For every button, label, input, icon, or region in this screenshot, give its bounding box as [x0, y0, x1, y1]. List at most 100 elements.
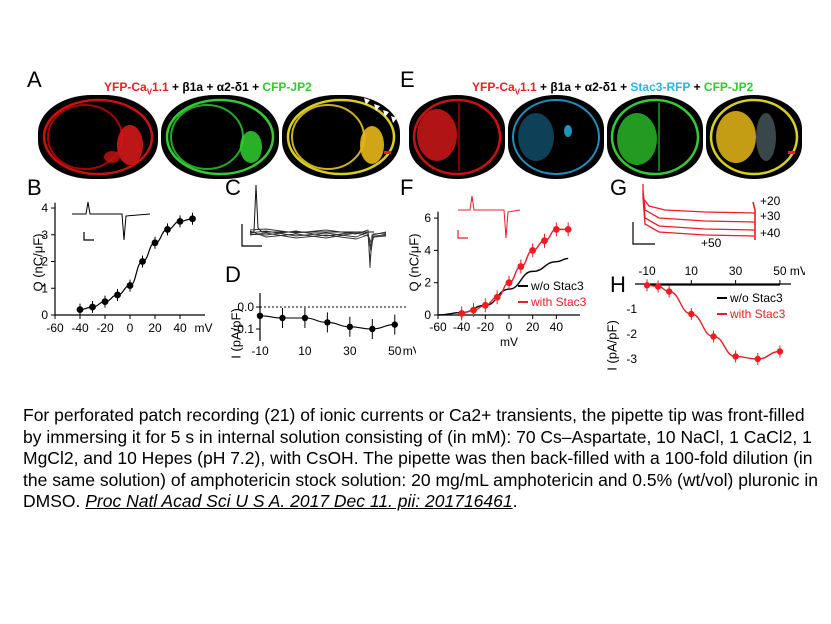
panel-h-chart: -10 10 30 50 mV -1 -2 -3 w/o Stac3 with Stac3	[626, 264, 805, 366]
data-point	[643, 282, 651, 289]
panel-a-title-subunits: + β1a + α2-δ1 +	[168, 80, 263, 94]
fit-curve	[79, 218, 193, 311]
data-point	[89, 303, 96, 311]
data-point	[505, 279, 513, 287]
data-point	[369, 325, 376, 333]
x-tick-label: -20	[96, 321, 114, 335]
x-tick-label: -60	[429, 320, 447, 334]
x-tick-label: 50	[388, 344, 402, 358]
micrograph-a-red	[38, 95, 158, 179]
data-point	[346, 323, 354, 330]
x-unit-label: mV	[790, 264, 805, 278]
trace-label-30: +30	[760, 209, 781, 223]
data-point	[481, 301, 489, 309]
panel-label-a: A	[27, 67, 42, 92]
data-point	[458, 309, 466, 317]
data-point	[776, 348, 784, 355]
x-tick-label: 20	[526, 320, 540, 334]
data-point	[564, 225, 572, 233]
x-tick-label: -10	[251, 344, 269, 358]
x-tick-label: -20	[477, 320, 495, 334]
data-point	[76, 306, 84, 314]
legend-label-with-stac3: with Stac3	[530, 295, 587, 309]
data-point	[688, 310, 695, 318]
y-tick-label: -2	[626, 327, 637, 341]
data-point	[256, 312, 264, 319]
panel-g-traces: +20 +30 +40 +50	[632, 184, 781, 250]
x-tick-label: -10	[638, 264, 656, 278]
y-tick-label: -0.1	[233, 322, 254, 336]
data-point	[517, 263, 525, 270]
micrograph-e-red-svg	[412, 98, 502, 176]
micrograph-e-merge	[706, 95, 802, 179]
data-point	[101, 298, 109, 306]
trace-label-40: +40	[760, 226, 781, 240]
y-tick-label: -1	[626, 302, 637, 316]
x-tick-label: 40	[550, 320, 564, 334]
figure-caption: For perforated patch recording (21) of i…	[23, 405, 823, 513]
legend-label-with-stac3: with Stac3	[729, 307, 786, 321]
data-point	[164, 226, 171, 233]
panel-e-title-subunits: + β1a + α2-δ1 +	[536, 80, 631, 94]
panel-label-f: F	[400, 175, 414, 200]
inset-scale-bar	[83, 232, 94, 241]
x-tick-label: 20	[148, 321, 162, 335]
panel-label-g: G	[610, 175, 628, 200]
micrograph-a-red-svg	[42, 98, 154, 176]
data-point	[732, 353, 739, 360]
panel-e-title-jp2: CFP-JP2	[703, 80, 754, 94]
x-tick-label: 10	[298, 344, 312, 358]
panel-a-title: YFP-CaV1.1 + β1a + α2-δ1 + CFP-JP2	[104, 80, 312, 96]
micrograph-e-green	[607, 95, 703, 179]
panel-b-chart: 0 1 2 3 4 -60 -40 -20 0 20 40 mV	[41, 201, 212, 335]
panel-label-d: D	[225, 262, 241, 287]
y-tick-label: 1	[41, 281, 48, 295]
micrograph-e-green-svg	[610, 98, 700, 176]
data-point	[470, 306, 477, 314]
x-tick-label: 30	[729, 264, 743, 278]
caption-text: For perforated patch recording (21) of i…	[23, 405, 819, 512]
y-tick-label: 4	[424, 243, 431, 257]
panel-e-title: YFP-CaV1.1 + β1a + α2-δ1 + Stac3-RFP + C…	[472, 80, 753, 96]
panel-label-b: B	[27, 175, 42, 200]
micrograph-a-green	[161, 95, 279, 179]
x-unit-label: mV	[403, 344, 416, 358]
micrograph-e-red	[409, 95, 505, 179]
data-point	[279, 314, 286, 322]
y-tick-label: 2	[424, 276, 431, 290]
legend-label-wo-stac3: w/o Stac3	[729, 291, 783, 305]
panel-label-c: C	[225, 175, 241, 200]
data-point	[541, 237, 548, 245]
data-point	[301, 314, 309, 322]
data-point	[654, 283, 662, 290]
panel-f-chart: 0 2 4 6 -60 -40 -20 0 20 40 mV w/o Stac3 with Stac3	[424, 195, 587, 349]
data-point	[151, 239, 159, 247]
panel-e-title-plus: +	[690, 80, 704, 94]
x-tick-label: -40	[71, 321, 89, 335]
data-point	[493, 293, 501, 301]
data-point	[391, 321, 398, 328]
micrograph-e-cyan-svg	[512, 99, 600, 175]
micrograph-a-merge	[282, 95, 400, 179]
y-tick-label: 3	[41, 228, 48, 242]
data-point	[189, 215, 196, 223]
panel-e-title-stac3: Stac3-RFP	[630, 80, 691, 94]
data-point	[529, 246, 537, 254]
data-point	[114, 291, 121, 299]
data-point	[324, 319, 331, 326]
panel-a-title-protein: YFP-CaV1.1	[104, 80, 169, 97]
x-tick-label: 50	[773, 264, 787, 278]
micrograph-a-merge-svg	[286, 98, 396, 176]
inset-trace	[458, 195, 521, 239]
series-line-with-stac3	[461, 228, 569, 315]
citation-link[interactable]: Proc Natl Acad Sci U S A. 2017 Dec 11. p…	[85, 491, 513, 512]
micrograph-a-green-svg	[165, 98, 275, 176]
x-tick-label: 40	[173, 321, 187, 335]
panel-c-traces	[241, 184, 387, 269]
y-tick-label: 4	[41, 201, 48, 215]
legend-label-wo-stac3: w/o Stac3	[530, 279, 584, 293]
inset-scale-bar	[457, 230, 468, 239]
x-tick-label: -40	[453, 320, 471, 334]
micrograph-e-merge-svg	[709, 98, 799, 176]
